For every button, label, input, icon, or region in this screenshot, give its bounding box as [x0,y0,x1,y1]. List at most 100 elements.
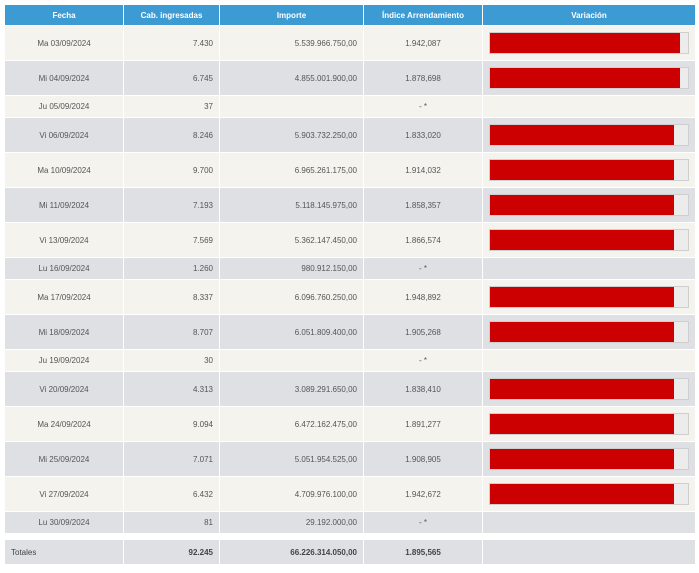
cell-cab-ingresadas: 37 [124,96,219,117]
cell-fecha: Vi 13/09/2024 [5,223,123,257]
table-body: Ma 03/09/2024 7.430 5.539.966.750,00 1.9… [5,26,695,564]
cell-cab-ingresadas: 4.313 [124,372,219,406]
cell-cab-ingresadas: 7.071 [124,442,219,476]
column-header-indice-arrendamiento[interactable]: Índice Arrendamiento [364,5,482,25]
cell-indice: - * [364,512,482,533]
cell-indice: 1.914,032 [364,153,482,187]
totals-cab-ingresadas: 92.245 [124,540,219,564]
variacion-bar [489,413,689,435]
variacion-bar-fill [490,322,675,342]
table-row: Mi 11/09/2024 7.193 5.118.145.975,00 1.8… [5,188,695,222]
cell-variacion [483,61,695,95]
cell-cab-ingresadas: 6.432 [124,477,219,511]
column-header-importe[interactable]: Importe [220,5,363,25]
cell-variacion [483,477,695,511]
cell-fecha: Mi 25/09/2024 [5,442,123,476]
cell-variacion [483,118,695,152]
variacion-bar [489,378,689,400]
cell-fecha: Mi 04/09/2024 [5,61,123,95]
variacion-bar [489,483,689,505]
cell-cab-ingresadas: 8.707 [124,315,219,349]
cell-importe: 6.472.162.475,00 [220,407,363,441]
cell-fecha: Vi 06/09/2024 [5,118,123,152]
variacion-bar [489,194,689,216]
cell-indice: 1.942,672 [364,477,482,511]
table-row: Vi 20/09/2024 4.313 3.089.291.650,00 1.8… [5,372,695,406]
cell-fecha: Ju 19/09/2024 [5,350,123,371]
variacion-bar [489,32,689,54]
cell-indice: 1.838,410 [364,372,482,406]
cell-indice: 1.908,905 [364,442,482,476]
totals-label: Totales [5,540,123,564]
variacion-bar [489,321,689,343]
column-header-fecha[interactable]: Fecha [5,5,123,25]
cell-variacion [483,153,695,187]
cell-importe: 6.096.760.250,00 [220,280,363,314]
cell-variacion [483,372,695,406]
cell-cab-ingresadas: 7.569 [124,223,219,257]
cell-variacion [483,26,695,60]
table-row: Ju 05/09/2024 37 - * [5,96,695,117]
variacion-bar [489,159,689,181]
variacion-bar-fill [490,33,681,53]
cell-indice: 1.942,087 [364,26,482,60]
cell-indice: 1.866,574 [364,223,482,257]
cell-fecha: Mi 18/09/2024 [5,315,123,349]
cell-cab-ingresadas: 8.337 [124,280,219,314]
variacion-bar [489,229,689,251]
cell-fecha: Vi 27/09/2024 [5,477,123,511]
cell-cab-ingresadas: 1.260 [124,258,219,279]
cell-importe: 6.051.809.400,00 [220,315,363,349]
table-row: Ma 10/09/2024 9.700 6.965.261.175,00 1.9… [5,153,695,187]
table-row: Vi 13/09/2024 7.569 5.362.147.450,00 1.8… [5,223,695,257]
variacion-bar-fill [490,68,681,88]
table-header-row: Fecha Cab. ingresadas Importe Índice Arr… [5,5,695,25]
cell-cab-ingresadas: 7.193 [124,188,219,222]
cell-importe: 29.192.000,00 [220,512,363,533]
column-header-variacion[interactable]: Variación [483,5,695,25]
variacion-bar-fill [490,379,675,399]
variacion-bar-fill [490,287,675,307]
cell-importe: 6.965.261.175,00 [220,153,363,187]
variacion-bar-fill [490,195,675,215]
cell-variacion [483,188,695,222]
cell-variacion [483,350,695,371]
variacion-bar-fill [490,414,675,434]
variacion-bar [489,286,689,308]
cell-importe: 5.539.966.750,00 [220,26,363,60]
cell-importe: 5.118.145.975,00 [220,188,363,222]
table-row: Lu 30/09/2024 81 29.192.000,00 - * [5,512,695,533]
cell-indice: - * [364,96,482,117]
table-row: Mi 04/09/2024 6.745 4.855.001.900,00 1.8… [5,61,695,95]
variacion-bar-fill [490,484,675,504]
variacion-bar-fill [490,160,675,180]
cell-importe: 5.362.147.450,00 [220,223,363,257]
table-row: Lu 16/09/2024 1.260 980.912.150,00 - * [5,258,695,279]
cell-indice: 1.858,357 [364,188,482,222]
cell-cab-ingresadas: 6.745 [124,61,219,95]
cell-fecha: Lu 30/09/2024 [5,512,123,533]
variacion-bar [489,124,689,146]
cell-cab-ingresadas: 8.246 [124,118,219,152]
cell-fecha: Ju 05/09/2024 [5,96,123,117]
table-row: Ju 19/09/2024 30 - * [5,350,695,371]
cell-importe: 4.709.976.100,00 [220,477,363,511]
cell-fecha: Ma 10/09/2024 [5,153,123,187]
cell-indice: 1.948,892 [364,280,482,314]
cell-importe: 3.089.291.650,00 [220,372,363,406]
table-row: Mi 18/09/2024 8.707 6.051.809.400,00 1.9… [5,315,695,349]
table-row: Ma 03/09/2024 7.430 5.539.966.750,00 1.9… [5,26,695,60]
cell-variacion [483,258,695,279]
table-row: Vi 27/09/2024 6.432 4.709.976.100,00 1.9… [5,477,695,511]
cell-indice: 1.905,268 [364,315,482,349]
column-header-cab-ingresadas[interactable]: Cab. ingresadas [124,5,219,25]
variacion-bar-fill [490,449,675,469]
cell-variacion [483,223,695,257]
cell-fecha: Lu 16/09/2024 [5,258,123,279]
spacer-cell [5,534,695,539]
cell-indice: 1.833,020 [364,118,482,152]
cell-fecha: Mi 11/09/2024 [5,188,123,222]
cell-cab-ingresadas: 81 [124,512,219,533]
indice-arrendamiento-table: Fecha Cab. ingresadas Importe Índice Arr… [4,4,696,565]
variacion-bar-fill [490,230,675,250]
